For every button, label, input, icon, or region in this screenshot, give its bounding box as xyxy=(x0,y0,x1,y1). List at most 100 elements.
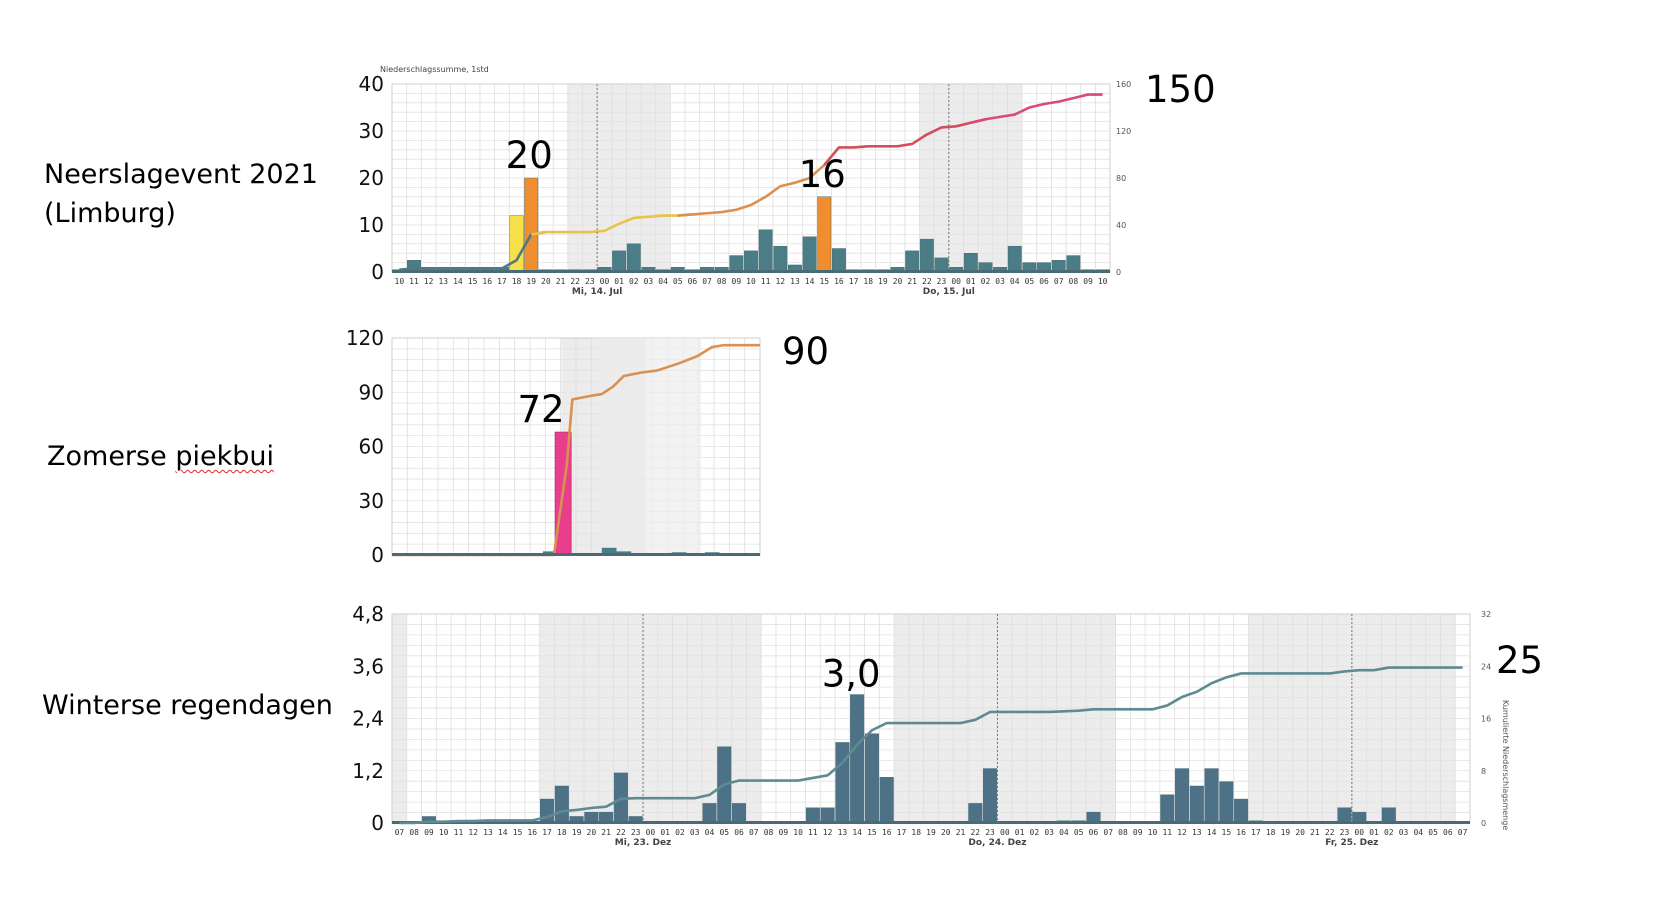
c1-x-tick-label: 22 xyxy=(570,277,580,286)
c1-x-tick-label: 14 xyxy=(805,277,815,286)
c3-x-tick-label: 22 xyxy=(616,828,626,837)
c3-x-tick-label: 01 xyxy=(1015,828,1025,837)
c3-x-tick-label: 01 xyxy=(1369,828,1379,837)
row-label-limburg-line2: (Limburg) xyxy=(44,198,176,229)
c1-bar xyxy=(1066,255,1081,273)
c1-cumulative-line xyxy=(399,230,547,271)
c1-x-tick-label: 12 xyxy=(775,277,785,286)
c3-x-tick-label: 16 xyxy=(527,828,537,837)
c1-x-tick-label: 05 xyxy=(673,277,683,286)
c1-cumulative-line xyxy=(677,146,840,217)
c1-x-tick-label: 00 xyxy=(951,277,961,286)
c1-x-tick-label: 04 xyxy=(1010,277,1020,286)
c1-total-annotation: 150 xyxy=(1145,68,1216,111)
c3-x-tick-label: 08 xyxy=(764,828,774,837)
c3-x-tick-label: 23 xyxy=(985,828,995,837)
c2-y-tick-label: 120 xyxy=(346,326,384,350)
c1-bar xyxy=(905,250,920,273)
c3-x-tick-label: 21 xyxy=(601,828,611,837)
c3-y2-tick-label: 32 xyxy=(1481,610,1491,619)
c3-x-tick-label: 18 xyxy=(557,828,567,837)
c2-total-annotation: 90 xyxy=(782,330,829,373)
c1-x-tick-label: 23 xyxy=(585,277,595,286)
c1-x-tick-label: 03 xyxy=(644,277,654,286)
c1-x-tick-label: 10 xyxy=(395,277,405,286)
row-label-limburg: Neerslagevent 2021 (Limburg) xyxy=(44,155,318,233)
c1-x-tick-label: 10 xyxy=(746,277,756,286)
c1-x-tick-label: 19 xyxy=(526,277,536,286)
c3-x-tick-label: 09 xyxy=(1133,828,1143,837)
c3-x-tick-label: 05 xyxy=(1428,828,1438,837)
c3-x-tick-label: 08 xyxy=(1118,828,1128,837)
c1-x-tick-label: 11 xyxy=(409,277,419,286)
c3-peak-annotation: 3,0 xyxy=(822,653,881,696)
c1-x-tick-label: 21 xyxy=(907,277,917,286)
c3-day-label: Mi, 23. Dez xyxy=(615,838,671,848)
c3-y-tick-label: 0 xyxy=(371,811,384,835)
c3-x-tick-label: 22 xyxy=(970,828,980,837)
c1-bar xyxy=(919,238,934,273)
c3-x-tick-label: 12 xyxy=(1177,828,1187,837)
c3-x-tick-label: 16 xyxy=(882,828,892,837)
c2-y-tick-label: 90 xyxy=(359,380,384,404)
c3-total-annotation: 25 xyxy=(1496,639,1543,682)
c1-bar xyxy=(626,243,641,273)
c3-x-tick-label: 08 xyxy=(409,828,419,837)
c1-bar xyxy=(802,236,817,273)
c3-bar xyxy=(835,742,850,824)
c3-x-tick-label: 15 xyxy=(513,828,523,837)
c1-x-tick-label: 17 xyxy=(497,277,507,286)
c3-x-tick-label: 20 xyxy=(941,828,951,837)
c1-x-tick-label: 15 xyxy=(819,277,829,286)
c3-x-tick-label: 06 xyxy=(1089,828,1099,837)
c3-y-tick-label: 3,6 xyxy=(352,654,384,678)
c3-x-tick-label: 17 xyxy=(897,828,907,837)
c3-cumulative-line xyxy=(399,666,1463,825)
c3-x-tick-label: 04 xyxy=(705,828,715,837)
c1-x-tick-label: 13 xyxy=(790,277,800,286)
c3-x-tick-label: 22 xyxy=(1325,828,1335,837)
c3-x-tick-label: 06 xyxy=(1443,828,1453,837)
c1-bar xyxy=(524,177,539,273)
c1-y2-tick-label: 120 xyxy=(1116,127,1131,136)
c3-x-tick-label: 10 xyxy=(793,828,803,837)
c1-x-tick-label: 19 xyxy=(878,277,888,286)
c1-x-tick-label: 02 xyxy=(629,277,639,286)
c3-bar xyxy=(983,768,998,824)
c3-x-tick-label: 19 xyxy=(1281,828,1291,837)
c1-x-tick-label: 09 xyxy=(732,277,742,286)
c1-x-tick-label: 14 xyxy=(453,277,463,286)
c1-peak-annotation: 20 xyxy=(506,134,553,177)
chart-zomerse: 0 30 60 90 120 72 90 xyxy=(346,326,829,567)
c1-bar xyxy=(729,255,744,273)
c1-x-tick-label: 11 xyxy=(761,277,771,286)
c3-x-tick-label: 05 xyxy=(1074,828,1084,837)
c3-y2-tick-label: 0 xyxy=(1481,819,1486,828)
c3-x-tick-label: 13 xyxy=(838,828,848,837)
c1-x-tick-label: 20 xyxy=(893,277,903,286)
c1-cumulative-line xyxy=(970,93,1103,125)
c3-bar xyxy=(879,777,894,824)
row-label-winterse-line1: Winterse regendagen xyxy=(42,690,333,721)
c1-y-tick-label: 30 xyxy=(359,119,384,143)
c3-x-tick-label: 21 xyxy=(1310,828,1320,837)
c1-y2-tick-label: 40 xyxy=(1116,221,1126,230)
c2-peak-annotation: 72 xyxy=(517,388,564,431)
c1-cumulative-line xyxy=(823,117,986,166)
c3-x-tick-label: 18 xyxy=(911,828,921,837)
row-label-winterse: Winterse regendagen xyxy=(42,686,333,725)
c1-x-tick-label: 21 xyxy=(556,277,566,286)
c1-x-tick-label: 10 xyxy=(1098,277,1108,286)
c1-bar xyxy=(831,248,846,273)
c3-bar xyxy=(1219,781,1234,824)
c3-x-tick-label: 00 xyxy=(1354,828,1364,837)
c1-x-tick-label: 12 xyxy=(424,277,434,286)
c3-x-tick-label: 11 xyxy=(808,828,818,837)
c3-bar xyxy=(805,807,820,824)
c1-y-tick-label: 10 xyxy=(359,213,384,237)
c1-y-tick-label: 20 xyxy=(359,166,384,190)
c3-x-tick-label: 23 xyxy=(1340,828,1350,837)
c3-x-tick-label: 10 xyxy=(439,828,449,837)
c2-cumulative-line xyxy=(392,343,760,557)
